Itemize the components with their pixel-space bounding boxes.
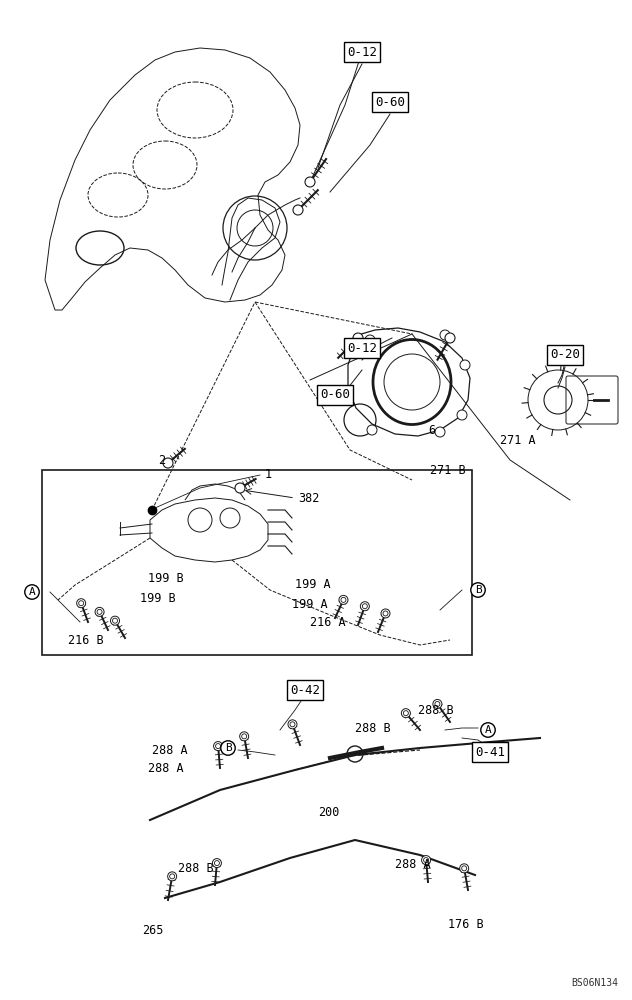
Text: 382: 382 <box>298 491 319 504</box>
Bar <box>42 470 472 655</box>
Circle shape <box>212 859 221 868</box>
Text: 6: 6 <box>428 424 435 436</box>
Circle shape <box>240 732 248 741</box>
Text: 288 A: 288 A <box>148 762 184 774</box>
Circle shape <box>365 335 375 345</box>
Circle shape <box>360 602 369 611</box>
Text: 271 A: 271 A <box>500 434 536 446</box>
Circle shape <box>95 607 104 616</box>
Text: 0-60: 0-60 <box>375 96 405 108</box>
Circle shape <box>459 864 469 873</box>
Circle shape <box>460 360 470 370</box>
Text: 199 B: 199 B <box>140 591 176 604</box>
Circle shape <box>339 595 348 604</box>
Text: BS06N134: BS06N134 <box>571 978 618 988</box>
Text: 0-41: 0-41 <box>475 746 505 758</box>
Text: B: B <box>224 743 231 753</box>
Circle shape <box>401 709 410 718</box>
Text: 176 B: 176 B <box>448 918 483 932</box>
Text: 199 B: 199 B <box>148 572 184 584</box>
Circle shape <box>440 330 450 340</box>
Text: 216 B: 216 B <box>68 634 104 647</box>
Circle shape <box>422 856 430 865</box>
Text: 288 A: 288 A <box>152 744 188 756</box>
Text: 265: 265 <box>142 924 164 936</box>
Text: A: A <box>485 725 491 735</box>
Text: 288 B: 288 B <box>355 722 391 734</box>
Text: A: A <box>28 587 35 597</box>
Text: 288 B: 288 B <box>178 861 214 874</box>
Text: 271 B: 271 B <box>430 464 466 477</box>
Circle shape <box>353 333 363 343</box>
Circle shape <box>167 872 177 881</box>
Text: 199 A: 199 A <box>295 578 331 591</box>
Circle shape <box>367 425 377 435</box>
Text: 0-60: 0-60 <box>320 388 350 401</box>
Text: B: B <box>475 585 482 595</box>
Text: 0-12: 0-12 <box>347 45 377 58</box>
Circle shape <box>76 599 86 608</box>
Text: 199 A: 199 A <box>292 597 327 610</box>
Circle shape <box>435 427 445 437</box>
Text: 0-12: 0-12 <box>347 342 377 355</box>
Circle shape <box>445 333 455 343</box>
Circle shape <box>347 746 363 762</box>
Circle shape <box>288 720 297 729</box>
Circle shape <box>305 177 315 187</box>
Text: 200: 200 <box>318 806 339 818</box>
Text: 288 A: 288 A <box>395 858 430 871</box>
Circle shape <box>111 616 119 625</box>
Circle shape <box>293 205 303 215</box>
Text: 0-20: 0-20 <box>550 349 580 361</box>
Text: 1: 1 <box>265 468 272 481</box>
Circle shape <box>214 742 222 751</box>
Text: 288 B: 288 B <box>418 704 454 716</box>
Circle shape <box>381 609 390 618</box>
Circle shape <box>433 699 442 708</box>
Circle shape <box>235 483 245 493</box>
Text: 0-42: 0-42 <box>290 684 320 696</box>
Circle shape <box>163 458 173 468</box>
Text: 2: 2 <box>158 454 165 466</box>
Text: 216 A: 216 A <box>310 615 346 629</box>
Circle shape <box>457 410 467 420</box>
